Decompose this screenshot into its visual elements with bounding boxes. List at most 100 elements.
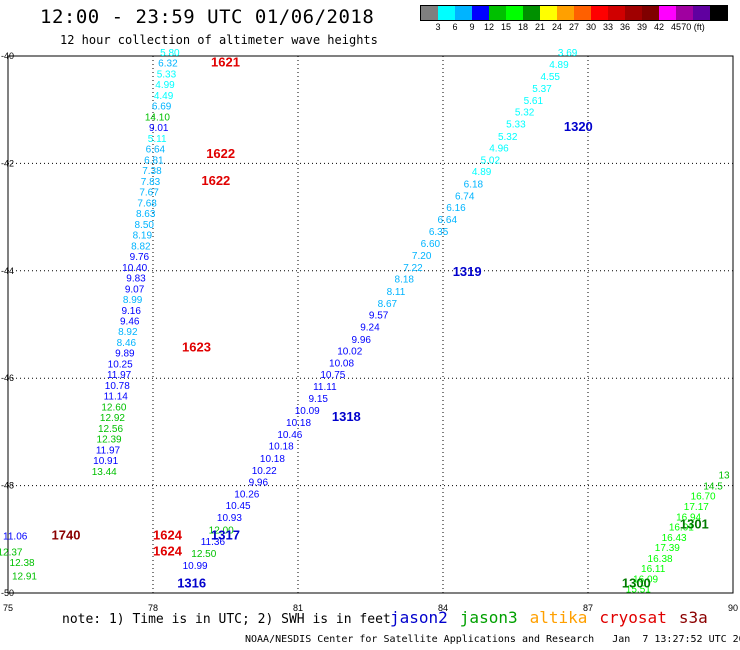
data-point-jason2: 12.50 bbox=[191, 549, 216, 560]
data-point-jason2: 8.11 bbox=[387, 287, 406, 298]
pass-number-label: 1319 bbox=[453, 264, 482, 279]
y-tick-label: -40 bbox=[1, 51, 14, 61]
data-point-jason2: 5.02 bbox=[481, 155, 501, 166]
y-tick-label: -46 bbox=[1, 373, 14, 383]
data-point-jason2: 10.75 bbox=[320, 370, 345, 381]
data-point-cryosat: 14.10 bbox=[145, 112, 170, 123]
data-point-jason2: 10.18 bbox=[269, 442, 294, 453]
x-tick-label: 75 bbox=[3, 603, 13, 613]
data-point-jason2: 7.22 bbox=[403, 263, 423, 274]
data-point-jason2: 9.15 bbox=[308, 394, 328, 405]
color-scale-label: 45 bbox=[670, 22, 682, 32]
data-point-cryosat: 9.76 bbox=[130, 252, 150, 263]
data-point-cryosat: 7.67 bbox=[139, 188, 159, 199]
plot-frame bbox=[7, 55, 734, 594]
color-scale-label: 27 bbox=[568, 22, 580, 32]
color-scale-label: 9 bbox=[469, 22, 475, 32]
x-tick-label: 90 bbox=[728, 603, 738, 613]
pass-number-label: 1300 bbox=[622, 576, 651, 591]
data-point-s3a: 12.38 bbox=[10, 558, 35, 569]
color-swatch bbox=[676, 6, 693, 20]
data-point-cryosat: 9.89 bbox=[115, 349, 135, 360]
data-point-cryosat: 12.39 bbox=[97, 435, 122, 446]
y-tick-label: -48 bbox=[1, 481, 14, 491]
data-point-cryosat: 8.63 bbox=[136, 209, 156, 220]
color-swatch bbox=[455, 6, 472, 20]
data-point-cryosat: 10.78 bbox=[105, 381, 130, 392]
data-point-cryosat: 8.46 bbox=[117, 338, 137, 349]
data-point-jason2: 11.36 bbox=[201, 537, 226, 548]
pass-number-label: 1624 bbox=[153, 527, 183, 542]
data-point-jason3: 16.38 bbox=[648, 554, 673, 565]
data-point-jason2: 5.61 bbox=[524, 96, 544, 107]
data-point-jason3: 15.51 bbox=[626, 584, 651, 595]
data-point-jason2: 9.96 bbox=[352, 335, 372, 346]
x-tick-label: 81 bbox=[293, 603, 303, 613]
color-scale-bar bbox=[420, 5, 728, 21]
color-scale-label: 3 bbox=[435, 22, 441, 32]
color-scale-label: 12 bbox=[483, 22, 495, 32]
pass-number-label: 1317 bbox=[211, 527, 240, 542]
color-scale-label: 36 bbox=[619, 22, 631, 32]
data-point-jason2: 10.18 bbox=[260, 454, 285, 465]
data-point-jason2: 9.57 bbox=[369, 311, 389, 322]
data-point-jason3: 16.70 bbox=[691, 492, 716, 503]
data-point-cryosat: 8.99 bbox=[123, 295, 143, 306]
data-point-jason2: 11.11 bbox=[313, 382, 337, 393]
data-point-jason2: 6.16 bbox=[446, 203, 466, 214]
data-point-jason2: 4.89 bbox=[549, 60, 569, 71]
data-point-cryosat: 6.32 bbox=[158, 59, 178, 70]
data-point-cryosat: 5.80 bbox=[160, 48, 180, 59]
data-point-jason2: 3.69 bbox=[558, 48, 578, 59]
data-point-cryosat: 4.99 bbox=[155, 80, 175, 91]
data-point-jason2: 5.33 bbox=[506, 119, 526, 130]
color-scale-label: 33 bbox=[602, 22, 614, 32]
data-point-jason2: 6.60 bbox=[421, 239, 441, 250]
pass-number-label: 1740 bbox=[52, 527, 81, 542]
data-point-jason2: 10.99 bbox=[183, 561, 208, 572]
data-point-cryosat: 5.33 bbox=[157, 69, 177, 80]
color-scale-label: 6 bbox=[452, 22, 458, 32]
color-scale-labels: 3 6 9 12 15 18 21 24 27 30 33 36 39 42 45 70 (ft) bbox=[420, 22, 740, 34]
data-point-cryosat: 10.40 bbox=[122, 263, 147, 274]
color-scale-label: 39 bbox=[636, 22, 648, 32]
y-tick-label: -42 bbox=[1, 158, 14, 168]
units-note: note: 1) Time is in UTC; 2) SWH is in fe… bbox=[62, 612, 391, 627]
data-point-jason2: 10.46 bbox=[277, 430, 302, 441]
pass-number-label: 1624 bbox=[153, 543, 183, 558]
legend-item-jason2: jason2 bbox=[390, 608, 448, 627]
legend-item-jason3: jason3 bbox=[459, 608, 518, 627]
data-point-cryosat: 11.14 bbox=[104, 392, 129, 403]
data-point-cryosat: 12.60 bbox=[101, 402, 126, 413]
color-scale-label: 18 bbox=[517, 22, 529, 32]
color-swatch bbox=[472, 6, 489, 20]
data-point-jason2: 9.96 bbox=[249, 478, 269, 489]
color-swatch bbox=[608, 6, 625, 20]
data-point-jason2: 6.64 bbox=[438, 215, 458, 226]
data-point-s3a: 12.91 bbox=[12, 572, 37, 583]
color-swatch bbox=[642, 6, 659, 20]
data-point-cryosat: 11.97 bbox=[107, 370, 132, 381]
data-point-cryosat: 6.69 bbox=[152, 102, 172, 113]
legend-item-s3a: s3a bbox=[678, 608, 708, 627]
data-point-cryosat: 7.38 bbox=[142, 166, 162, 177]
color-swatch bbox=[591, 6, 608, 20]
data-point-cryosat: 8.82 bbox=[131, 241, 151, 252]
color-swatch bbox=[710, 6, 727, 20]
data-point-jason2: 10.26 bbox=[234, 489, 259, 500]
x-tick-label: 84 bbox=[438, 603, 448, 613]
page-title: 12:00 - 23:59 UTC 01/06/2018 bbox=[40, 6, 375, 28]
data-point-s3a: 11.06 bbox=[3, 531, 28, 542]
data-point-jason2: 10.45 bbox=[226, 501, 251, 512]
data-point-cryosat: 9.16 bbox=[121, 306, 141, 317]
color-swatch bbox=[540, 6, 557, 20]
color-scale-label: 30 bbox=[585, 22, 597, 32]
data-point-jason2: 6.74 bbox=[455, 191, 475, 202]
page-subtitle: 12 hour collection of altimeter wave hei… bbox=[60, 33, 378, 47]
data-point-jason3: 16.11 bbox=[641, 564, 666, 575]
pass-number-label: 1621 bbox=[211, 55, 240, 70]
data-point-cryosat: 9.07 bbox=[125, 284, 145, 295]
data-point-cryosat: 13.44 bbox=[92, 467, 117, 478]
color-swatch bbox=[523, 6, 540, 20]
